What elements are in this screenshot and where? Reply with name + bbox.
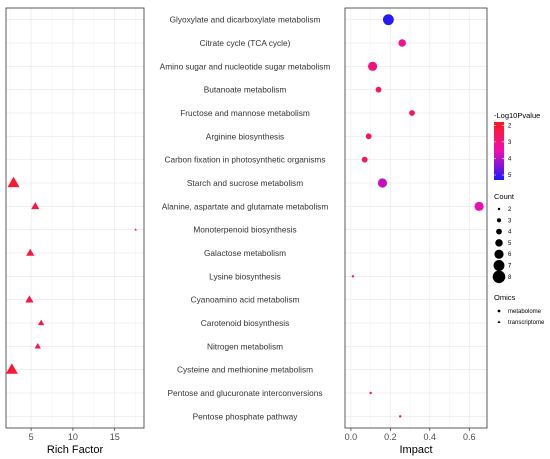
left-panel: 5 10 15 Rich Factor [5,7,145,456]
pathway-labels: Glyoxylate and dicarboxylate metabolism C… [160,15,331,422]
size-legend-label: 8 [508,275,512,281]
impact-point-circle [409,110,415,116]
pathway-label: Alanine, aspartate and glutamate metabol… [162,201,329,211]
size-legend-label: 4 [508,230,512,236]
color-bar-label: 5 [508,173,512,179]
rich-factor-point-triangle [134,228,137,231]
impact-point-circle [361,156,368,163]
pathway-label: Galactose metabolism [204,248,286,258]
pathway-label: Nitrogen metabolism [207,341,283,351]
shape-legend-circle [497,309,501,313]
color-bar-label: 2 [508,123,512,129]
pathway-label: Pentose phosphate pathway [193,411,299,421]
color-bar-label: 3 [508,140,512,146]
impact-point-circle [369,391,372,395]
size-legend-label: 6 [508,252,512,258]
size-legend-label: 2 [508,207,512,213]
impact-tick-label: 0.2 [384,432,397,442]
shape-legend-label: metabolome [508,309,542,315]
rich-factor-tick-label: 5 [29,432,34,442]
rich-factor-axis-title: Rich Factor [47,444,104,456]
size-legend-title: Count [494,192,515,201]
impact-point-circle [398,39,406,47]
impact-axis-title: Impact [399,444,432,456]
rich-factor-point-triangle [7,176,20,188]
rich-factor-point-triangle [31,202,40,210]
pathway-label: Carotenoid biosynthesis [201,318,290,328]
right-panel: 0.0 0.2 0.4 0.6 Impact [344,7,488,456]
impact-point-circle [351,275,355,278]
pathway-label: Amino sugar and nucleotide sugar metabol… [160,61,331,71]
impact-tick-label: 0.0 [345,432,358,442]
size-legend-dot [494,249,504,259]
impact-tick-label: 0.4 [424,432,437,442]
impact-point-circle [368,61,378,71]
rich-factor-tick-label: 15 [110,432,120,442]
pathway-label: Monoterpenoid biosynthesis [193,225,296,235]
impact-plot-background [345,8,487,428]
pathway-label: Lysine biosynthesis [209,271,281,281]
pathway-label: Cyanoamino acid metabolism [191,295,300,305]
rich-factor-point-triangle [26,248,35,256]
size-legend-dot [497,207,501,211]
shape-legend-label: transcriptome [508,320,545,326]
size-legend-dot [496,228,502,235]
size-legend-dot [493,260,505,271]
size-legend-dot [495,239,503,247]
shape-legend-title: Omics [494,293,515,302]
color-legend-title: -Log10Pvalue [494,111,540,120]
pathway-label: Starch and sucrose metabolism [187,178,303,188]
rich-factor-point-triangle [5,363,18,374]
rich-factor-panel-border [5,7,145,429]
impact-panel-border [344,7,488,429]
pathway-label: Carbon fixation in photosynthetic organi… [165,155,326,165]
size-legend-label: 5 [508,241,512,247]
size-legend-label: 3 [508,218,512,224]
impact-point-circle [399,415,402,418]
rich-factor-point-triangle [37,319,45,326]
impact-point-circle [375,86,382,93]
size-legend-label: 7 [508,264,512,270]
impact-point-circle [377,178,388,188]
pathway-label: Arginine biosynthesis [206,131,284,141]
pathway-label: Glyoxylate and dicarboxylate metabolism [170,15,321,25]
pathway-label: Fructose and mannose metabolism [180,108,310,118]
pathway-label: Cysteine and methionine metabolism [177,365,313,375]
rich-factor-point-triangle [34,343,41,349]
size-legend-dot [492,270,506,284]
rich-factor-plot-background [6,8,144,428]
pathway-label: Pentose and glucuronate interconversions [168,388,323,398]
rich-factor-point-triangle [25,295,34,303]
pathway-label: Butanoate metabolism [204,85,287,95]
impact-point-circle [382,14,394,26]
color-bar [494,122,504,180]
color-bar-label: 4 [508,156,512,162]
size-legend-dot [496,218,502,223]
legends: -Log10Pvalue 2 3 4 5 Count 2 3 4 5 6 7 8 Omics metabol… [492,111,545,326]
rich-factor-tick-label: 10 [68,432,78,442]
impact-point-circle [365,133,372,140]
impact-tick-label: 0.6 [463,432,476,442]
pathway-label: Citrate cycle (TCA cycle) [200,38,291,48]
shape-legend-triangle [497,320,501,324]
impact-point-circle [474,201,484,211]
